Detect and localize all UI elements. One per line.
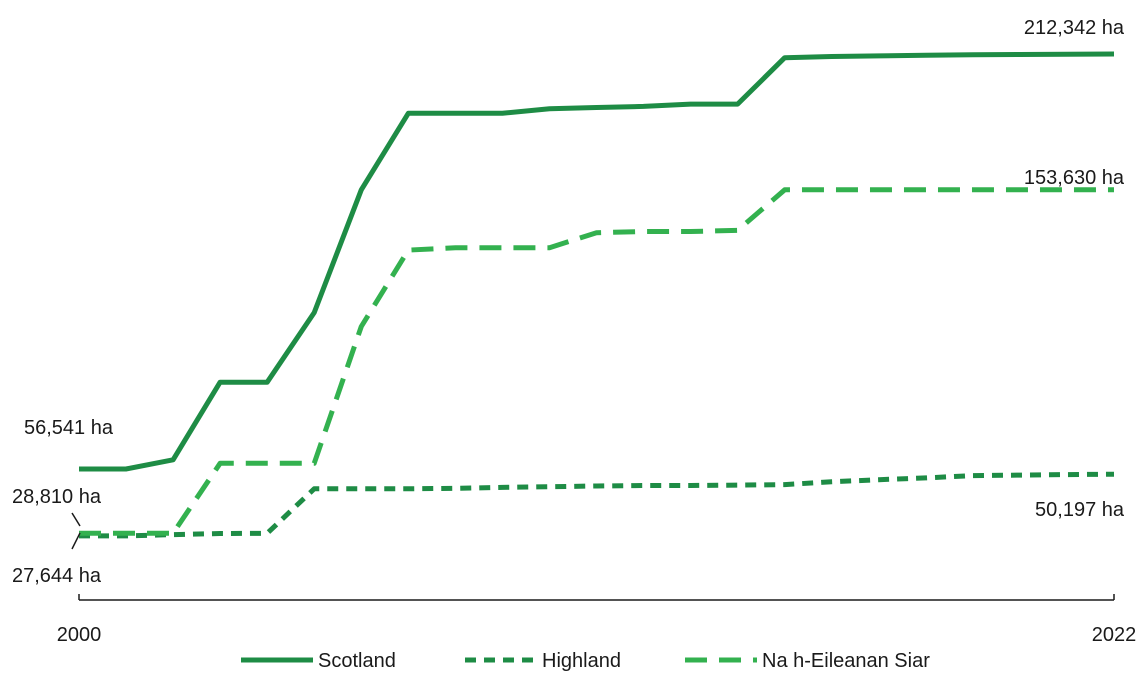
leader-line-highland xyxy=(71,532,81,550)
start-value-label-highland: 27,644 ha xyxy=(12,565,102,587)
series-line-na-h-eileanan-siar xyxy=(79,187,1114,536)
series-lines xyxy=(79,51,1115,539)
x-axis: 2000 2022 xyxy=(57,594,1137,646)
end-value-label-scotland: 212,342 ha xyxy=(1024,17,1125,39)
legend-label-scotland: Scotland xyxy=(318,650,396,672)
start-value-label-na-h-eileanan-siar: 28,810 ha xyxy=(12,486,102,508)
x-tick-label-2022: 2022 xyxy=(1092,624,1137,646)
leader-line-na-h-eileanan-siar xyxy=(71,512,81,527)
legend-label-na-h-eileanan-siar: Na h-Eileanan Siar xyxy=(762,650,930,672)
data-labels: 56,541 ha 212,342 ha 27,644 ha 50,197 ha 28,… xyxy=(12,17,1125,587)
end-value-label-na-h-eileanan-siar: 153,630 ha xyxy=(1024,167,1125,189)
legend: Scotland Highland Na h-Eileanan Siar xyxy=(241,650,930,672)
start-value-label-scotland: 56,541 ha xyxy=(24,417,114,439)
x-tick-label-2000: 2000 xyxy=(57,624,102,646)
series-line-scotland xyxy=(79,51,1115,472)
legend-label-highland: Highland xyxy=(542,650,621,672)
series-line-highland xyxy=(79,471,1115,539)
end-value-label-highland: 50,197 ha xyxy=(1035,499,1125,521)
